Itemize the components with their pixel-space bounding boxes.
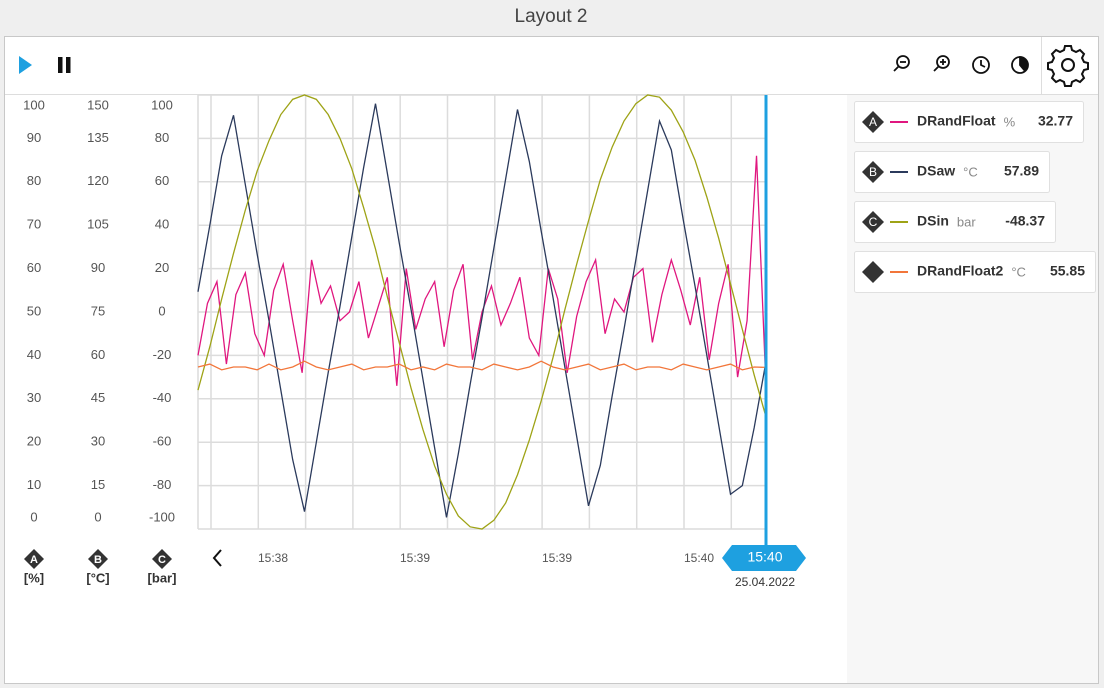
legend-unit: °C [1011,264,1026,279]
legend-badge-label: A [869,115,877,129]
y-tick-label: 60 [91,347,105,362]
y-tick-label: 80 [27,173,41,188]
series-line [197,155,767,387]
y-tick-label: 20 [27,434,41,449]
y-tick-label: 15 [91,477,105,492]
legend-badge-label: C [869,215,878,229]
y-tick-label: 60 [27,260,41,275]
legend-badge [862,211,884,233]
legend-name: DRandFloat2 [917,263,1004,279]
y-tick-label: 0 [158,303,165,318]
y-tick-label: 40 [155,217,169,232]
axis-badge [24,549,44,569]
axis-unit: [%] [24,570,44,585]
legend-card [854,101,1084,143]
y-tick-label: -100 [149,509,175,524]
play-button[interactable] [19,56,32,74]
legend-badge [862,161,884,183]
axis-unit: [°C] [86,570,109,585]
x-tick-label: 15:39 [400,551,430,565]
y-tick-label: 30 [91,434,105,449]
axis-badge-label: B [94,554,102,566]
y-tick-label: -60 [153,434,172,449]
x-tick-label: 15:39 [542,551,572,565]
y-tick-label: -40 [153,390,172,405]
legend-name: DSin [917,213,949,229]
time-pie-button[interactable] [1011,56,1029,74]
axis-unit: [bar] [148,570,177,585]
axis-badge-label: C [158,554,166,566]
legend-card [854,251,1096,293]
y-tick-label: 105 [87,217,109,232]
back-button[interactable] [212,549,222,567]
y-tick-label: -80 [153,477,172,492]
y-tick-label: 60 [155,173,169,188]
series-line [197,94,767,530]
settings-button[interactable] [1047,45,1089,87]
y-tick-label: -20 [153,347,172,362]
legend-value: 57.89 [1004,163,1039,179]
y-tick-label: 90 [27,130,41,145]
legend-value: -48.37 [1005,213,1045,229]
y-tick-label: 90 [91,260,105,275]
y-tick-label: 70 [27,217,41,232]
legend-unit: °C [963,164,978,179]
axis-badge-label: A [30,554,38,566]
x-tick-label: 15:40 [684,551,714,565]
series-line [197,103,767,518]
y-tick-label: 135 [87,130,109,145]
time-range-button[interactable] [972,56,990,74]
y-tick-label: 20 [155,260,169,275]
y-tick-label: 0 [94,509,101,524]
y-tick-label: 50 [27,303,41,318]
legend-badge-label: B [869,165,877,179]
legend-value: 32.77 [1038,113,1073,129]
legend-card [854,201,1056,243]
cursor-date: 25.04.2022 [735,575,795,589]
cursor-time: 15:40 [747,549,782,565]
x-tick-label: 15:38 [258,551,288,565]
zoom-in-button[interactable] [933,55,950,72]
legend-name: DSaw [917,163,955,179]
zoom-out-button[interactable] [893,55,910,72]
y-tick-label: 100 [151,97,173,112]
axis-badge [152,549,172,569]
series-line [197,360,767,371]
y-tick-label: 30 [27,390,41,405]
legend-name: DRandFloat [917,113,996,129]
y-tick-label: 100 [23,97,45,112]
y-tick-label: 0 [30,509,37,524]
legend-card [854,151,1050,193]
y-tick-label: 120 [87,173,109,188]
y-tick-label: 150 [87,97,109,112]
y-tick-label: 80 [155,130,169,145]
legend-value: 55.85 [1050,263,1085,279]
legend-badge [862,261,884,283]
axis-badge [88,549,108,569]
layout-title: Layout 2 [515,6,588,27]
y-tick-label: 40 [27,347,41,362]
y-tick-label: 75 [91,303,105,318]
y-tick-label: 10 [27,477,41,492]
legend-unit: % [1004,114,1016,129]
y-tick-label: 45 [91,390,105,405]
pause-button[interactable] [58,57,71,73]
legend-unit: bar [957,214,976,229]
cursor-tag [722,545,806,571]
legend-badge [862,111,884,133]
